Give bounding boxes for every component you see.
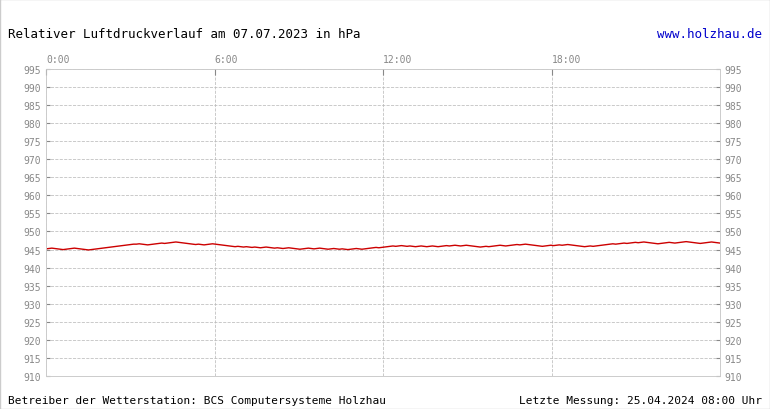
Text: Betreiber der Wetterstation: BCS Computersysteme Holzhau: Betreiber der Wetterstation: BCS Compute…: [8, 395, 386, 405]
Text: Letzte Messung: 25.04.2024 08:00 Uhr: Letzte Messung: 25.04.2024 08:00 Uhr: [519, 395, 762, 405]
Text: Relativer Luftdruckverlauf am 07.07.2023 in hPa: Relativer Luftdruckverlauf am 07.07.2023…: [8, 28, 360, 41]
Text: www.holzhau.de: www.holzhau.de: [658, 28, 762, 41]
